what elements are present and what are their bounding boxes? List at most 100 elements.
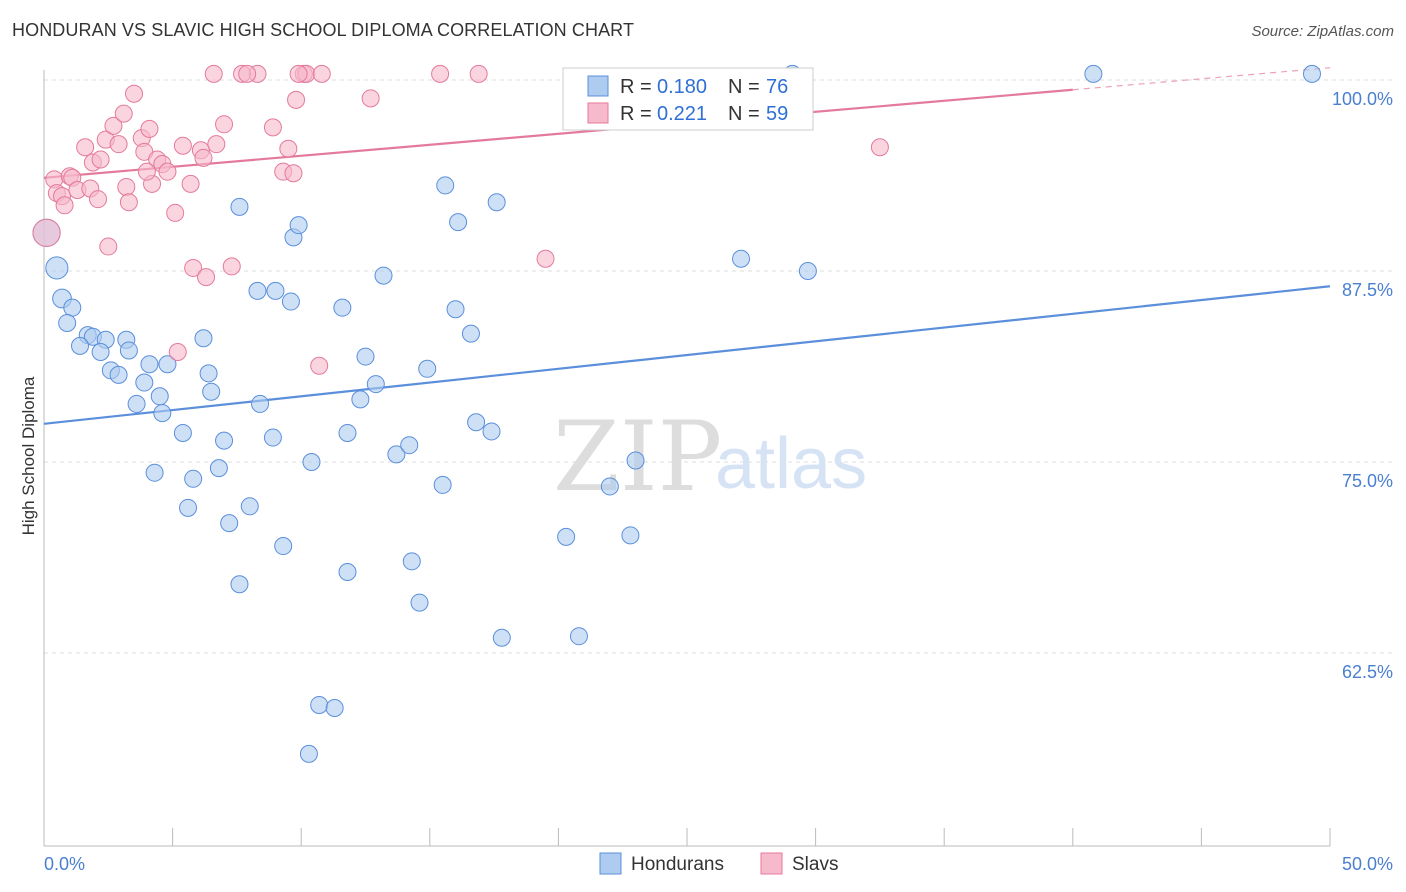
data-point-slavs: [536, 249, 555, 268]
data-point-hondurans: [220, 514, 239, 533]
data-point-slavs: [104, 116, 123, 135]
data-point-hondurans: [402, 552, 421, 571]
data-point-hondurans: [356, 347, 375, 366]
data-point-hondurans: [119, 341, 138, 360]
legend-n-label-hondurans: N =: [728, 76, 760, 98]
data-point-slavs: [76, 138, 95, 157]
y-tick-label: 62.5%: [1342, 662, 1393, 682]
data-point-hondurans: [45, 256, 69, 280]
x-tick-label-max: 50.0%: [1342, 854, 1393, 874]
legend-r-value-hondurans: 0.180: [657, 76, 707, 98]
data-point-hondurans: [461, 324, 480, 343]
data-point-hondurans: [150, 387, 169, 406]
data-point-hondurans: [58, 313, 77, 332]
data-point-slavs: [166, 203, 185, 222]
data-point-hondurans: [91, 342, 110, 361]
data-point-hondurans: [209, 459, 228, 478]
data-point-hondurans: [127, 394, 146, 413]
watermark-atlas: atlas: [715, 424, 867, 504]
watermark: ZIP atlas: [553, 401, 867, 513]
data-point-slavs: [125, 84, 144, 103]
data-point-slavs: [263, 118, 282, 137]
data-point-hondurans: [145, 463, 164, 482]
data-point-hondurans: [289, 216, 308, 235]
data-point-hondurans: [1084, 64, 1103, 83]
chart-title: HONDURAN VS SLAVIC HIGH SCHOOL DIPLOMA C…: [12, 20, 635, 40]
data-point-hondurans: [446, 300, 465, 319]
data-point-hondurans: [400, 436, 419, 455]
data-point-hondurans: [600, 477, 619, 496]
x-axis-ticks: [43, 828, 1331, 846]
x-tick-label-min: 0.0%: [44, 854, 85, 874]
data-point-slavs: [194, 148, 213, 167]
data-point-hondurans: [230, 197, 249, 216]
data-point-hondurans: [732, 249, 751, 268]
bottom-legend-swatch-hondurans: [599, 852, 622, 875]
legend-r-label-hondurans: R =: [620, 76, 652, 98]
y-axis-label: High School Diploma: [19, 376, 38, 535]
data-point-slavs: [284, 164, 303, 183]
data-point-slavs: [119, 193, 138, 212]
bottom-legend: Hondurans Slavs: [599, 852, 838, 875]
data-point-slavs: [158, 162, 177, 181]
data-point-hondurans: [482, 422, 501, 441]
data-point-hondurans: [467, 413, 486, 432]
data-point-hondurans: [266, 281, 285, 300]
bottom-legend-swatch-slavs: [760, 852, 783, 875]
data-point-hondurans: [487, 193, 506, 212]
data-point-hondurans: [302, 453, 321, 471]
data-point-slavs: [312, 64, 331, 83]
data-point-slavs: [140, 119, 159, 138]
data-point-hondurans: [492, 628, 511, 647]
data-point-hondurans: [179, 498, 198, 517]
data-point-hondurans: [230, 575, 249, 594]
data-point-hondurans: [621, 526, 640, 545]
data-point-hondurans: [418, 359, 437, 378]
data-point-hondurans: [194, 329, 213, 348]
data-point-hondurans: [626, 451, 645, 470]
legend-box: R = 0.180 N = 76 R = 0.221 N = 59: [562, 67, 814, 131]
data-point-hondurans: [263, 428, 282, 447]
data-point-slavs: [204, 64, 223, 83]
data-point-slavs: [289, 64, 308, 83]
data-point-hondurans: [173, 423, 192, 442]
data-point-hondurans: [158, 355, 177, 374]
data-point-slavs: [207, 135, 226, 154]
gridlines: [44, 79, 1393, 654]
y-tick-label: 87.5%: [1342, 280, 1393, 300]
data-point-hondurans: [569, 627, 588, 646]
legend-swatch-slavs: [587, 102, 609, 124]
data-point-slavs: [197, 268, 216, 287]
data-point-hondurans: [251, 394, 270, 413]
data-point-hondurans: [299, 744, 318, 763]
data-point-slavs: [114, 104, 133, 123]
data-point-hondurans: [274, 537, 293, 556]
data-point-slavs: [168, 342, 187, 361]
legend-n-value-slavs: 59: [766, 103, 788, 125]
data-point-slavs: [215, 115, 234, 134]
data-point-slavs: [361, 89, 380, 108]
data-point-hondurans: [202, 382, 221, 401]
data-point-slavs: [181, 174, 200, 193]
data-point-hondurans: [248, 281, 267, 300]
data-point-hondurans: [433, 475, 452, 494]
data-point-slavs: [431, 64, 450, 83]
data-point-slavs: [173, 136, 192, 155]
data-point-hondurans: [449, 213, 468, 232]
data-point-hondurans: [325, 699, 344, 718]
bottom-legend-label-slavs: Slavs: [792, 854, 838, 875]
data-point-hondurans: [1302, 64, 1321, 83]
trend-line-dashed-slavs: [1072, 67, 1331, 91]
data-point-slavs: [91, 150, 110, 169]
chart-source: Source: ZipAtlas.com: [1251, 23, 1394, 40]
data-point-hondurans: [338, 563, 357, 582]
data-point-slavs: [279, 139, 298, 158]
y-tick-labels: 62.5% 75.0% 87.5% 100.0%: [1332, 89, 1393, 682]
data-point-hondurans: [71, 336, 90, 355]
data-point-hondurans: [281, 292, 300, 311]
data-point-slavs: [287, 90, 306, 109]
data-point-hondurans: [436, 176, 455, 195]
data-point-slavs: [870, 138, 889, 157]
data-point-hondurans: [351, 390, 370, 409]
data-point-hondurans: [557, 527, 576, 546]
